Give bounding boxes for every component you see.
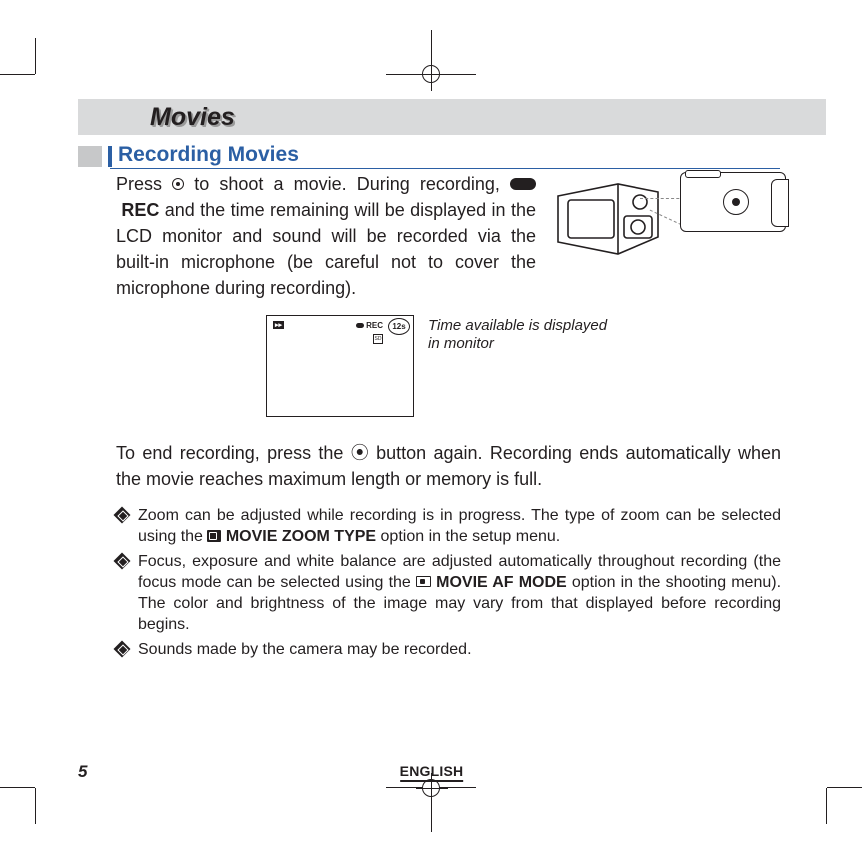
af-mode-icon bbox=[416, 576, 431, 587]
section-header-bar: Movies bbox=[78, 99, 826, 135]
subheader-rule bbox=[108, 146, 112, 167]
text: option in the setup menu. bbox=[381, 528, 561, 545]
list-item: Focus, exposure and white balance are ad… bbox=[116, 551, 781, 635]
movie-mode-icon: ▸▸ bbox=[273, 321, 284, 329]
rec-indicator-icon bbox=[510, 178, 536, 190]
paragraph-1: Press to shoot a movie. During recording… bbox=[116, 171, 536, 301]
paragraph-2: To end recording, press the ⦿ button aga… bbox=[116, 440, 781, 492]
camera-top-view-icon bbox=[680, 172, 786, 232]
lcd-preview-group: ▸▸ REC 12s SD Time available is displaye… bbox=[266, 315, 618, 417]
record-button-top-icon bbox=[723, 189, 749, 215]
crop-mark bbox=[826, 788, 827, 824]
camera-back-view-icon bbox=[548, 182, 666, 260]
mode-dial-icon bbox=[771, 179, 789, 227]
crop-mark bbox=[35, 38, 36, 74]
text: and the time remaining will be displayed… bbox=[116, 200, 536, 298]
text: Sounds made by the camera may be recorde… bbox=[138, 641, 472, 658]
option-name: MOVIE AF MODE bbox=[436, 574, 567, 591]
sd-card-icon: SD bbox=[373, 334, 383, 344]
section-title: Movies bbox=[150, 99, 235, 135]
text: to shoot a movie. During recording, bbox=[194, 174, 510, 194]
registration-mark-top bbox=[386, 30, 476, 80]
list-item: Sounds made by the camera may be recorde… bbox=[116, 639, 781, 660]
option-name: MOVIE ZOOM TYPE bbox=[226, 528, 376, 545]
list-item: Zoom can be adjusted while recording is … bbox=[116, 505, 781, 547]
page-number: 5 bbox=[78, 762, 87, 782]
registration-mark-bottom bbox=[386, 782, 476, 832]
record-button-icon bbox=[172, 178, 184, 190]
lcd-monitor-icon: ▸▸ REC 12s SD bbox=[266, 315, 414, 417]
page-content: Movies Recording Movies Press to shoot a… bbox=[36, 75, 827, 788]
crop-mark bbox=[0, 787, 35, 788]
time-remaining-badge: 12s bbox=[388, 318, 410, 335]
rec-label: REC bbox=[116, 200, 159, 220]
crop-mark bbox=[35, 788, 36, 824]
crop-mark bbox=[827, 787, 862, 788]
subheader: Recording Movies bbox=[78, 143, 780, 167]
lcd-caption: Time available is displayed in monitor bbox=[428, 315, 618, 353]
rec-indicator: REC bbox=[356, 321, 383, 330]
subheader-underline bbox=[110, 168, 780, 169]
crop-mark bbox=[0, 74, 35, 75]
text: Press bbox=[116, 174, 172, 194]
camera-illustrations bbox=[548, 170, 786, 265]
subheader-title: Recording Movies bbox=[118, 143, 299, 167]
shutter-icon bbox=[685, 170, 721, 178]
notes-list: Zoom can be adjusted while recording is … bbox=[116, 505, 781, 664]
footer-language: ENGLISH bbox=[400, 763, 464, 782]
subheader-block-icon bbox=[78, 146, 102, 167]
zoom-type-icon bbox=[207, 530, 221, 542]
